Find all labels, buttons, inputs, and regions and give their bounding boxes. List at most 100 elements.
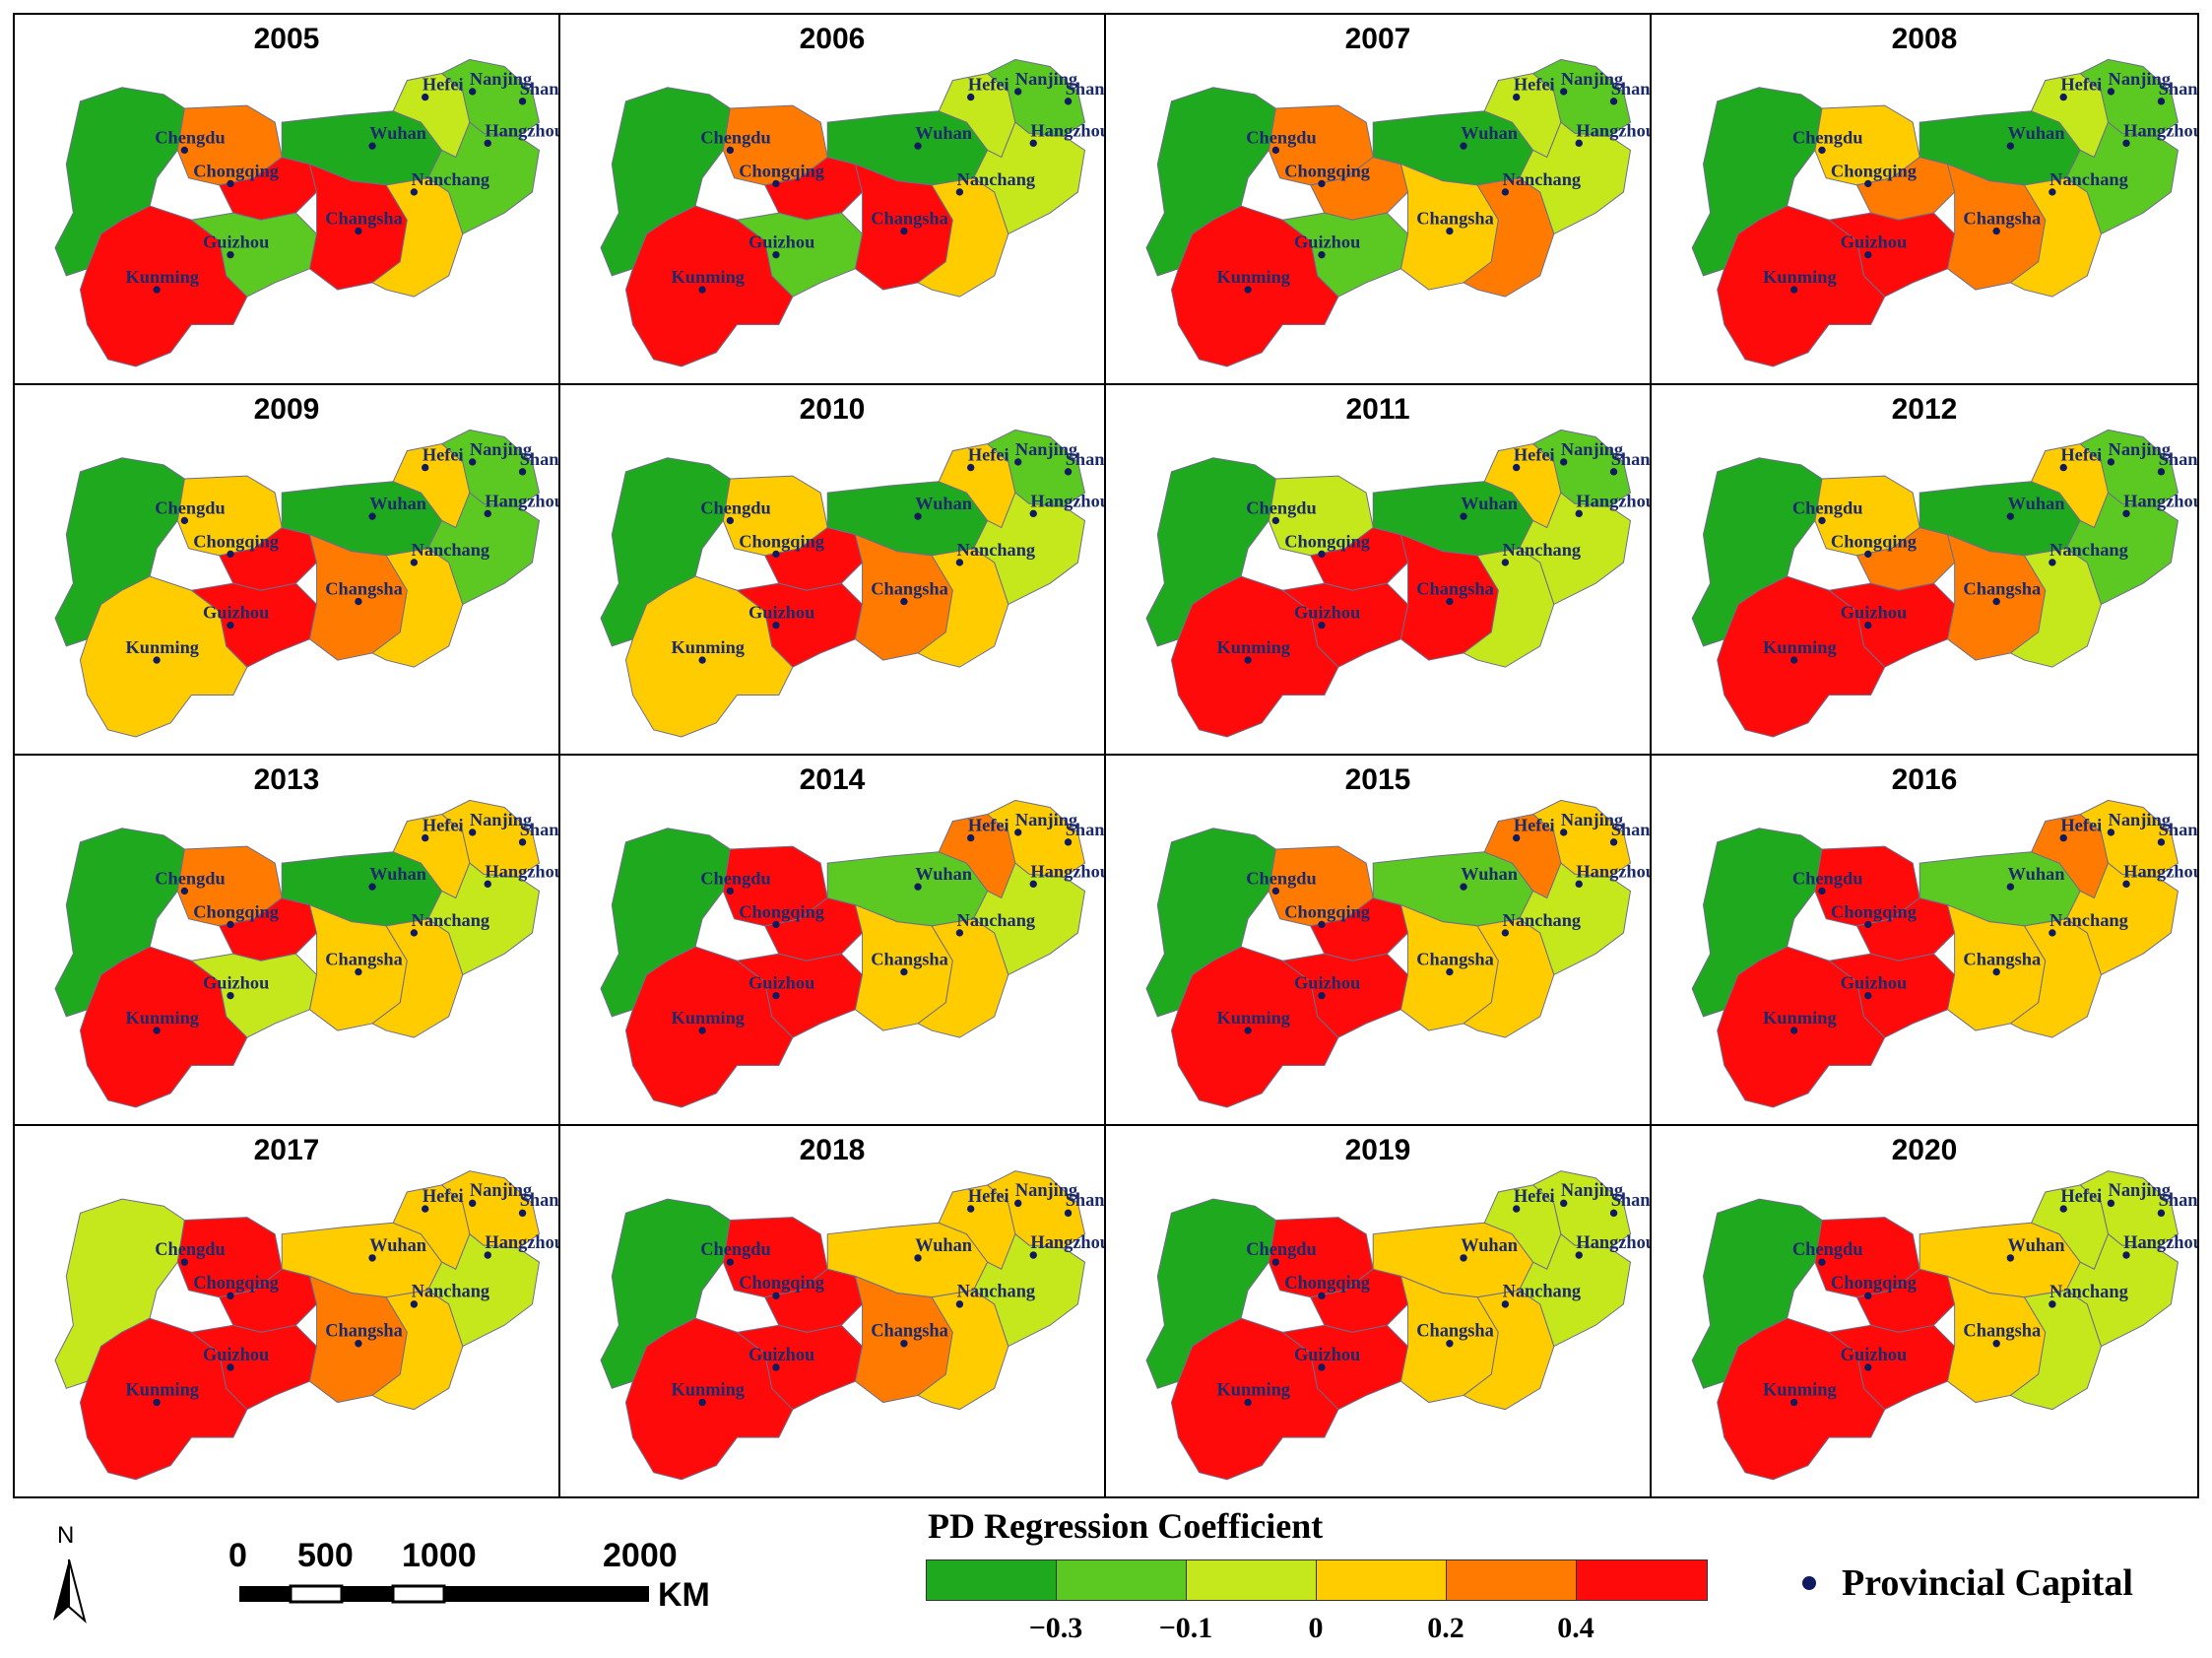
city-label: Changsha <box>1416 949 1494 968</box>
capital-dot <box>1575 880 1583 889</box>
city-label: Nanjing <box>1561 810 1624 829</box>
city-label: Chongqing <box>1284 161 1371 180</box>
capital-dot <box>772 550 780 559</box>
capital-dot <box>1513 93 1521 101</box>
city-label: Shanghai <box>520 79 558 99</box>
capital-dot <box>2006 883 2015 891</box>
capital-dot <box>1014 829 1022 836</box>
capital-dot <box>1318 250 1326 259</box>
capital-dot <box>2006 1254 2015 1262</box>
city-label: Kunming <box>672 1008 746 1028</box>
capital-dot <box>355 227 362 235</box>
city-label: Chongqing <box>193 901 280 921</box>
map-panel: Chengdu Chongqing Guizhou Kunming Wuhan Chang… <box>15 15 560 385</box>
city-label: Chengdu <box>700 127 770 147</box>
capital-dot <box>900 227 908 235</box>
city-label: Hefei <box>968 816 1009 835</box>
panel-year: 2010 <box>799 393 866 426</box>
capital-dot <box>518 838 527 846</box>
capital-dot <box>1609 1209 1618 1218</box>
capital-dot <box>1271 516 1280 525</box>
capital-dot <box>1501 1300 1510 1308</box>
region-yunnan <box>1717 946 1886 1108</box>
city-label: Changsha <box>325 208 403 228</box>
region-jiangsu <box>986 429 1086 507</box>
capital-dot <box>1064 838 1073 846</box>
city-label: Hangzhou <box>2123 491 2197 510</box>
map-panel: Chengdu Chongqing Guizhou Kunming Wuhan Chang… <box>15 756 560 1126</box>
capital-dot <box>1609 838 1618 846</box>
capital-dot <box>1014 88 1022 96</box>
region-jiangsu <box>2079 58 2179 137</box>
city-label: Changsha <box>1416 578 1494 598</box>
panel-year: 2019 <box>1344 1134 1411 1166</box>
capital-dot <box>368 883 376 891</box>
city-label: Changsha <box>325 1321 403 1341</box>
capital-dot <box>227 179 234 188</box>
city-label: Chongqing <box>193 531 280 551</box>
map-panel: Chengdu Chongqing Guizhou Kunming Wuhan Chang… <box>1652 756 2197 1126</box>
city-label: Wuhan <box>369 123 426 143</box>
capital-dot <box>2006 512 2015 520</box>
capital-dot <box>1244 286 1252 294</box>
capital-dot <box>772 621 780 630</box>
city-label: Chengdu <box>700 1239 770 1259</box>
capital-dot <box>1501 929 1510 937</box>
city-label: Kunming <box>126 1379 200 1399</box>
capital-dot <box>410 1300 419 1308</box>
capital-dot <box>1560 458 1568 466</box>
capital-dot <box>698 656 706 664</box>
city-label: Kunming <box>672 267 746 287</box>
capital-dot <box>900 597 908 606</box>
panel-year: 2020 <box>1891 1134 1958 1166</box>
region-zhejiang <box>426 1232 541 1348</box>
capital-dot <box>726 516 735 525</box>
capital-dot <box>967 1205 975 1213</box>
city-label: Nanchang <box>2049 540 2129 560</box>
city-label: Kunming <box>126 267 200 287</box>
capital-dot <box>1064 1209 1073 1218</box>
city-label: Hefei <box>2060 1186 2102 1206</box>
capital-dot <box>1864 550 1872 559</box>
city-label: Changsha <box>1963 949 2041 968</box>
legend-title: PD Regression Coefficient <box>928 1506 1324 1546</box>
legend-tick-label: −0.3 <box>1028 1612 1083 1644</box>
city-label: Chongqing <box>739 901 825 921</box>
capital-dot <box>422 1205 429 1213</box>
legend-swatch <box>1187 1560 1317 1600</box>
region-yunnan <box>624 575 794 738</box>
city-label: Wuhan <box>1461 123 1518 143</box>
capital-dot <box>2059 93 2067 101</box>
city-label: Hefei <box>968 445 1009 465</box>
city-label: Nanjing <box>2109 439 2172 459</box>
capital-dot <box>1318 621 1326 630</box>
region-yunnan <box>79 1317 248 1481</box>
city-label: Wuhan <box>915 864 972 884</box>
capital-dot <box>1271 1258 1280 1266</box>
city-label: Hangzhou <box>1030 491 1104 510</box>
capital-dot <box>2107 88 2115 96</box>
city-label: Chongqing <box>1831 901 1918 921</box>
city-label: Wuhan <box>915 494 972 513</box>
city-label: Shanghai <box>2159 79 2197 99</box>
city-label: Kunming <box>1763 637 1838 657</box>
city-label: Hefei <box>1514 816 1555 835</box>
capital-dot <box>1318 991 1326 1000</box>
city-label: Chengdu <box>700 868 770 888</box>
capital-dot <box>914 142 922 150</box>
city-label: Chengdu <box>700 497 770 517</box>
capital-dot <box>227 550 234 559</box>
city-label: Hefei <box>1514 75 1555 95</box>
capital-dot <box>410 929 419 937</box>
map-panel: Chengdu Chongqing Guizhou Kunming Wuhan Chang… <box>1652 385 2197 756</box>
region-yunnan <box>79 946 248 1108</box>
region-jiangsu <box>986 1170 1086 1249</box>
city-label: Hangzhou <box>1576 491 1650 510</box>
city-label: Shanghai <box>1611 79 1650 99</box>
city-label: Shanghai <box>1611 1190 1650 1210</box>
